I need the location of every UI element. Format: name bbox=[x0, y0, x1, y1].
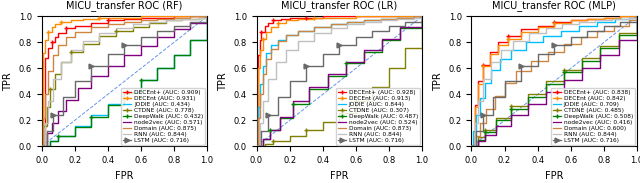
Y-axis label: TPR: TPR bbox=[433, 72, 443, 91]
Title: MICU_transfer ROC (RF): MICU_transfer ROC (RF) bbox=[66, 0, 182, 11]
Title: MICU_transfer ROC (LR): MICU_transfer ROC (LR) bbox=[281, 0, 397, 11]
Y-axis label: TPR: TPR bbox=[218, 72, 228, 91]
Legend: DECEnt+ (AUC: 0.909), DECEnt (AUC: 0.931), JODIE (AUC: 0.434), CTDNE (AUC: 0.778: DECEnt+ (AUC: 0.909), DECEnt (AUC: 0.931… bbox=[121, 88, 205, 145]
Y-axis label: TPR: TPR bbox=[3, 72, 13, 91]
X-axis label: FPR: FPR bbox=[115, 171, 134, 181]
Legend: DECEnt+ (AUC: 0.838), DECEnt (AUC: 0.842), JODIE (AUC: 0.709), CTDNE (AUC: 0.485: DECEnt+ (AUC: 0.838), DECEnt (AUC: 0.842… bbox=[551, 88, 635, 145]
Legend: DECEnt+ (AUC: 0.928), DECEnt (AUC: 0.913), JODIE (AUC: 0.844), CTDNE (AUC: 0.307: DECEnt+ (AUC: 0.928), DECEnt (AUC: 0.913… bbox=[336, 88, 420, 145]
Title: MICU_transfer ROC (MLP): MICU_transfer ROC (MLP) bbox=[492, 0, 616, 11]
X-axis label: FPR: FPR bbox=[330, 171, 348, 181]
X-axis label: FPR: FPR bbox=[545, 171, 563, 181]
